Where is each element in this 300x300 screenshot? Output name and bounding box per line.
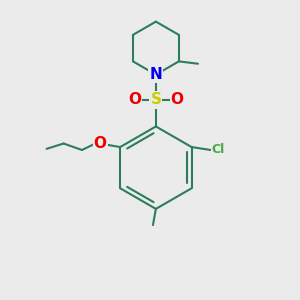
Text: Cl: Cl [212, 143, 225, 157]
Text: N: N [149, 67, 162, 82]
Text: O: O [94, 136, 107, 151]
Text: S: S [150, 92, 161, 107]
Text: O: O [171, 92, 184, 107]
Text: O: O [128, 92, 141, 107]
Text: N: N [149, 67, 162, 82]
